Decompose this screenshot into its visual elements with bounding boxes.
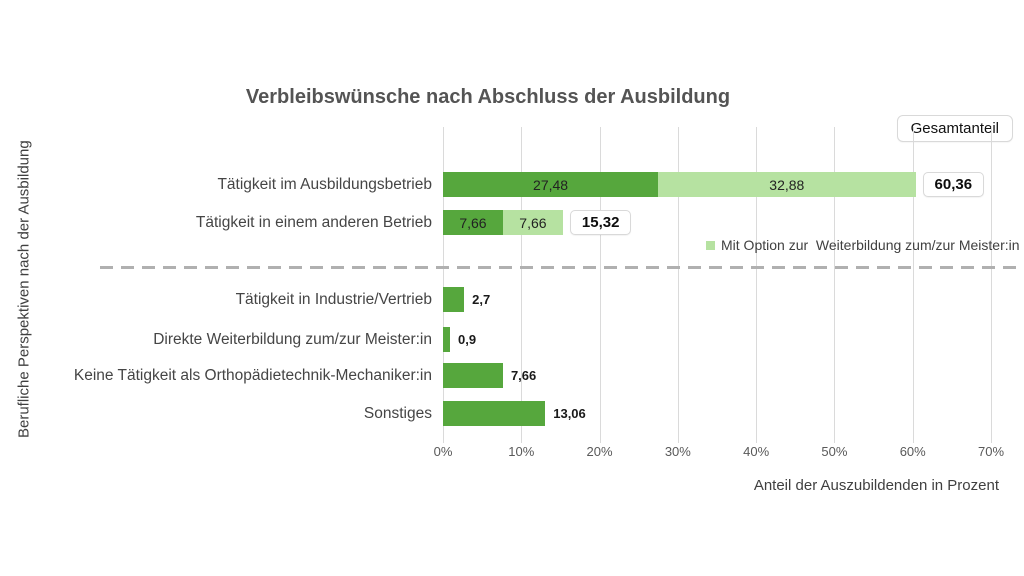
legend: Mit Option zur Weiterbildung zum/zur Mei… [706,237,1020,253]
single-bar-row: 7,66 [443,363,991,388]
value-label: 0,9 [458,332,477,347]
gridline [912,127,914,443]
plot-area: 27,48 32,88 60,36 7,66 7,66 15,32 2,7 0,9 7,66 13… [443,127,992,443]
dashed-separator [100,266,1021,269]
x-tick-label: 50% [821,444,848,459]
gridline [521,127,523,443]
legend-swatch-icon [706,240,715,250]
gridline [677,127,679,443]
gridline [834,127,836,443]
gridline [599,127,601,443]
total-badge: 15,32 [569,210,632,235]
stacked-bar-row: 27,48 32,88 60,36 [443,172,991,197]
x-axis-ticks: 0% 10% 20% 30% 40% 50% 60% 70% [434,444,1004,460]
x-tick-label: 30% [664,444,691,459]
x-tick-label: 10% [508,444,535,459]
bar-segment-base: 27,48 [443,172,659,197]
legend-label: Mit Option zur Weiterbildung zum/zur Mei… [721,237,1020,253]
single-bar-row: 13,06 [443,401,991,426]
value-label: 13,06 [553,406,586,421]
value-label: 7,66 [510,368,537,383]
stacked-bar-row: 7,66 7,66 15,32 [443,210,991,235]
x-tick-label: 20% [586,444,613,459]
gridline [756,127,758,443]
single-bar-row: 0,9 [443,327,991,352]
bar-segment-base [443,287,465,312]
gridline [443,127,444,443]
x-axis-title: Anteil der Auszubildenden in Prozent [753,477,999,494]
x-tick-label: 0% [433,444,453,459]
category-label: Tätigkeit im Ausbildungsbetrieb [217,175,432,193]
bar-segment-base: 7,66 [443,210,503,235]
bar-segment-base [443,363,503,388]
x-tick-label: 70% [977,444,1005,459]
category-label: Sonstiges [363,404,432,422]
bar-segment-base [443,327,451,352]
y-axis-title: Berufliche Perspektiven nach der Ausbild… [15,140,33,438]
bar-segment-option: 32,88 [658,172,916,197]
gridline [991,127,992,443]
total-badge: 60,36 [922,172,985,197]
gesamtanteil-badge: Gesamtanteil [896,115,1013,142]
category-label: Tätigkeit in Industrie/Vertrieb [235,290,432,308]
chart-title: Verbleibswünsche nach Abschluss der Ausb… [245,86,731,108]
category-label: Direkte Weiterbildung zum/zur Meister:in [153,330,432,348]
value-label: 2,7 [472,292,491,307]
x-tick-label: 40% [743,444,770,459]
single-bar-row: 2,7 [443,287,991,312]
x-tick-label: 60% [899,444,926,459]
bar-segment-option: 7,66 [502,210,563,235]
category-label: Tätigkeit in einem anderen Betrieb [195,213,432,231]
bar-segment-base [443,401,546,426]
category-label: Keine Tätigkeit als Orthopädietechnik-Me… [73,366,432,384]
